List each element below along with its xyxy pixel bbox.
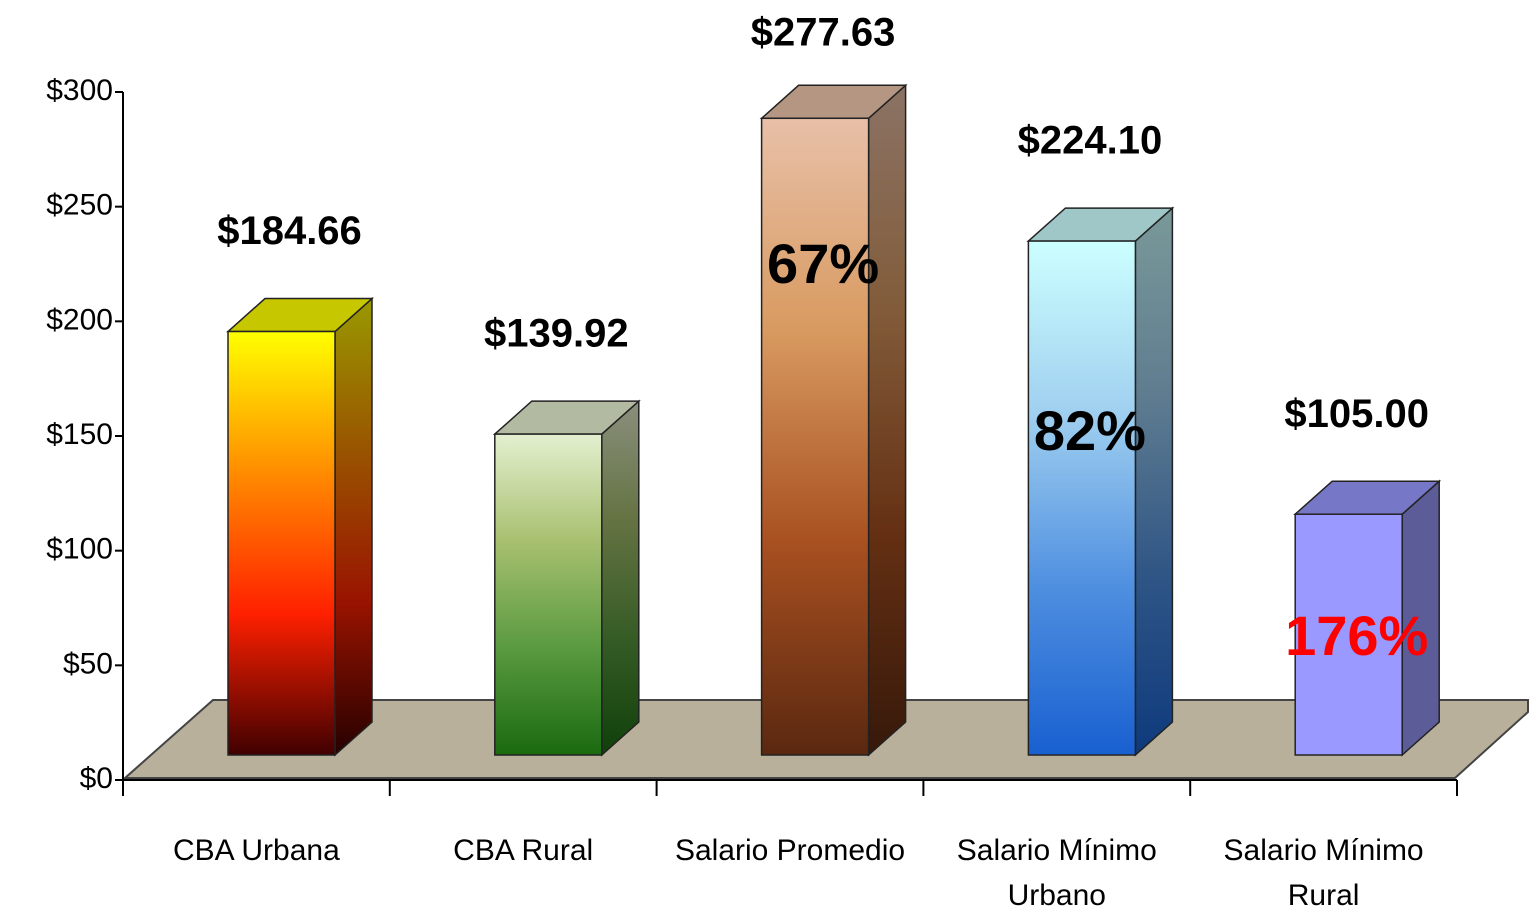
y-tick-label: $100 (46, 533, 113, 566)
bar-side (601, 399, 640, 757)
y-tick-label: $0 (80, 762, 113, 795)
x-tick-label: CBA Rural (453, 834, 594, 867)
value-label: $139.92 (484, 312, 629, 356)
y-tick-label: $150 (46, 418, 113, 451)
y-tick-label: $200 (46, 303, 113, 336)
bar-side (334, 296, 373, 757)
y-tick-label: $250 (46, 189, 113, 222)
annotation: 82% (1034, 399, 1146, 462)
x-tick-label: Salario Mínimo Urbano (956, 834, 1157, 912)
y-tick-label: $300 (46, 74, 113, 107)
bar-side (1134, 206, 1174, 757)
bar (227, 330, 336, 756)
bar (760, 117, 870, 756)
annotation: 67% (767, 232, 879, 295)
bar (1027, 240, 1137, 756)
x-tick-label: Salario Promedio (674, 834, 906, 867)
value-label: $277.63 (751, 11, 896, 55)
annotation: 176% (1285, 604, 1428, 667)
bar (494, 433, 603, 756)
bar-side (867, 83, 907, 757)
value-label: $105.00 (1284, 392, 1429, 436)
x-tick-label: Salario Mínimo Rural (1223, 834, 1424, 912)
value-label: $224.10 (1018, 119, 1163, 163)
y-tick-label: $50 (63, 647, 113, 680)
bar (1294, 513, 1403, 756)
value-label: $184.66 (217, 209, 362, 253)
x-tick-label: CBA Urbana (173, 834, 340, 867)
